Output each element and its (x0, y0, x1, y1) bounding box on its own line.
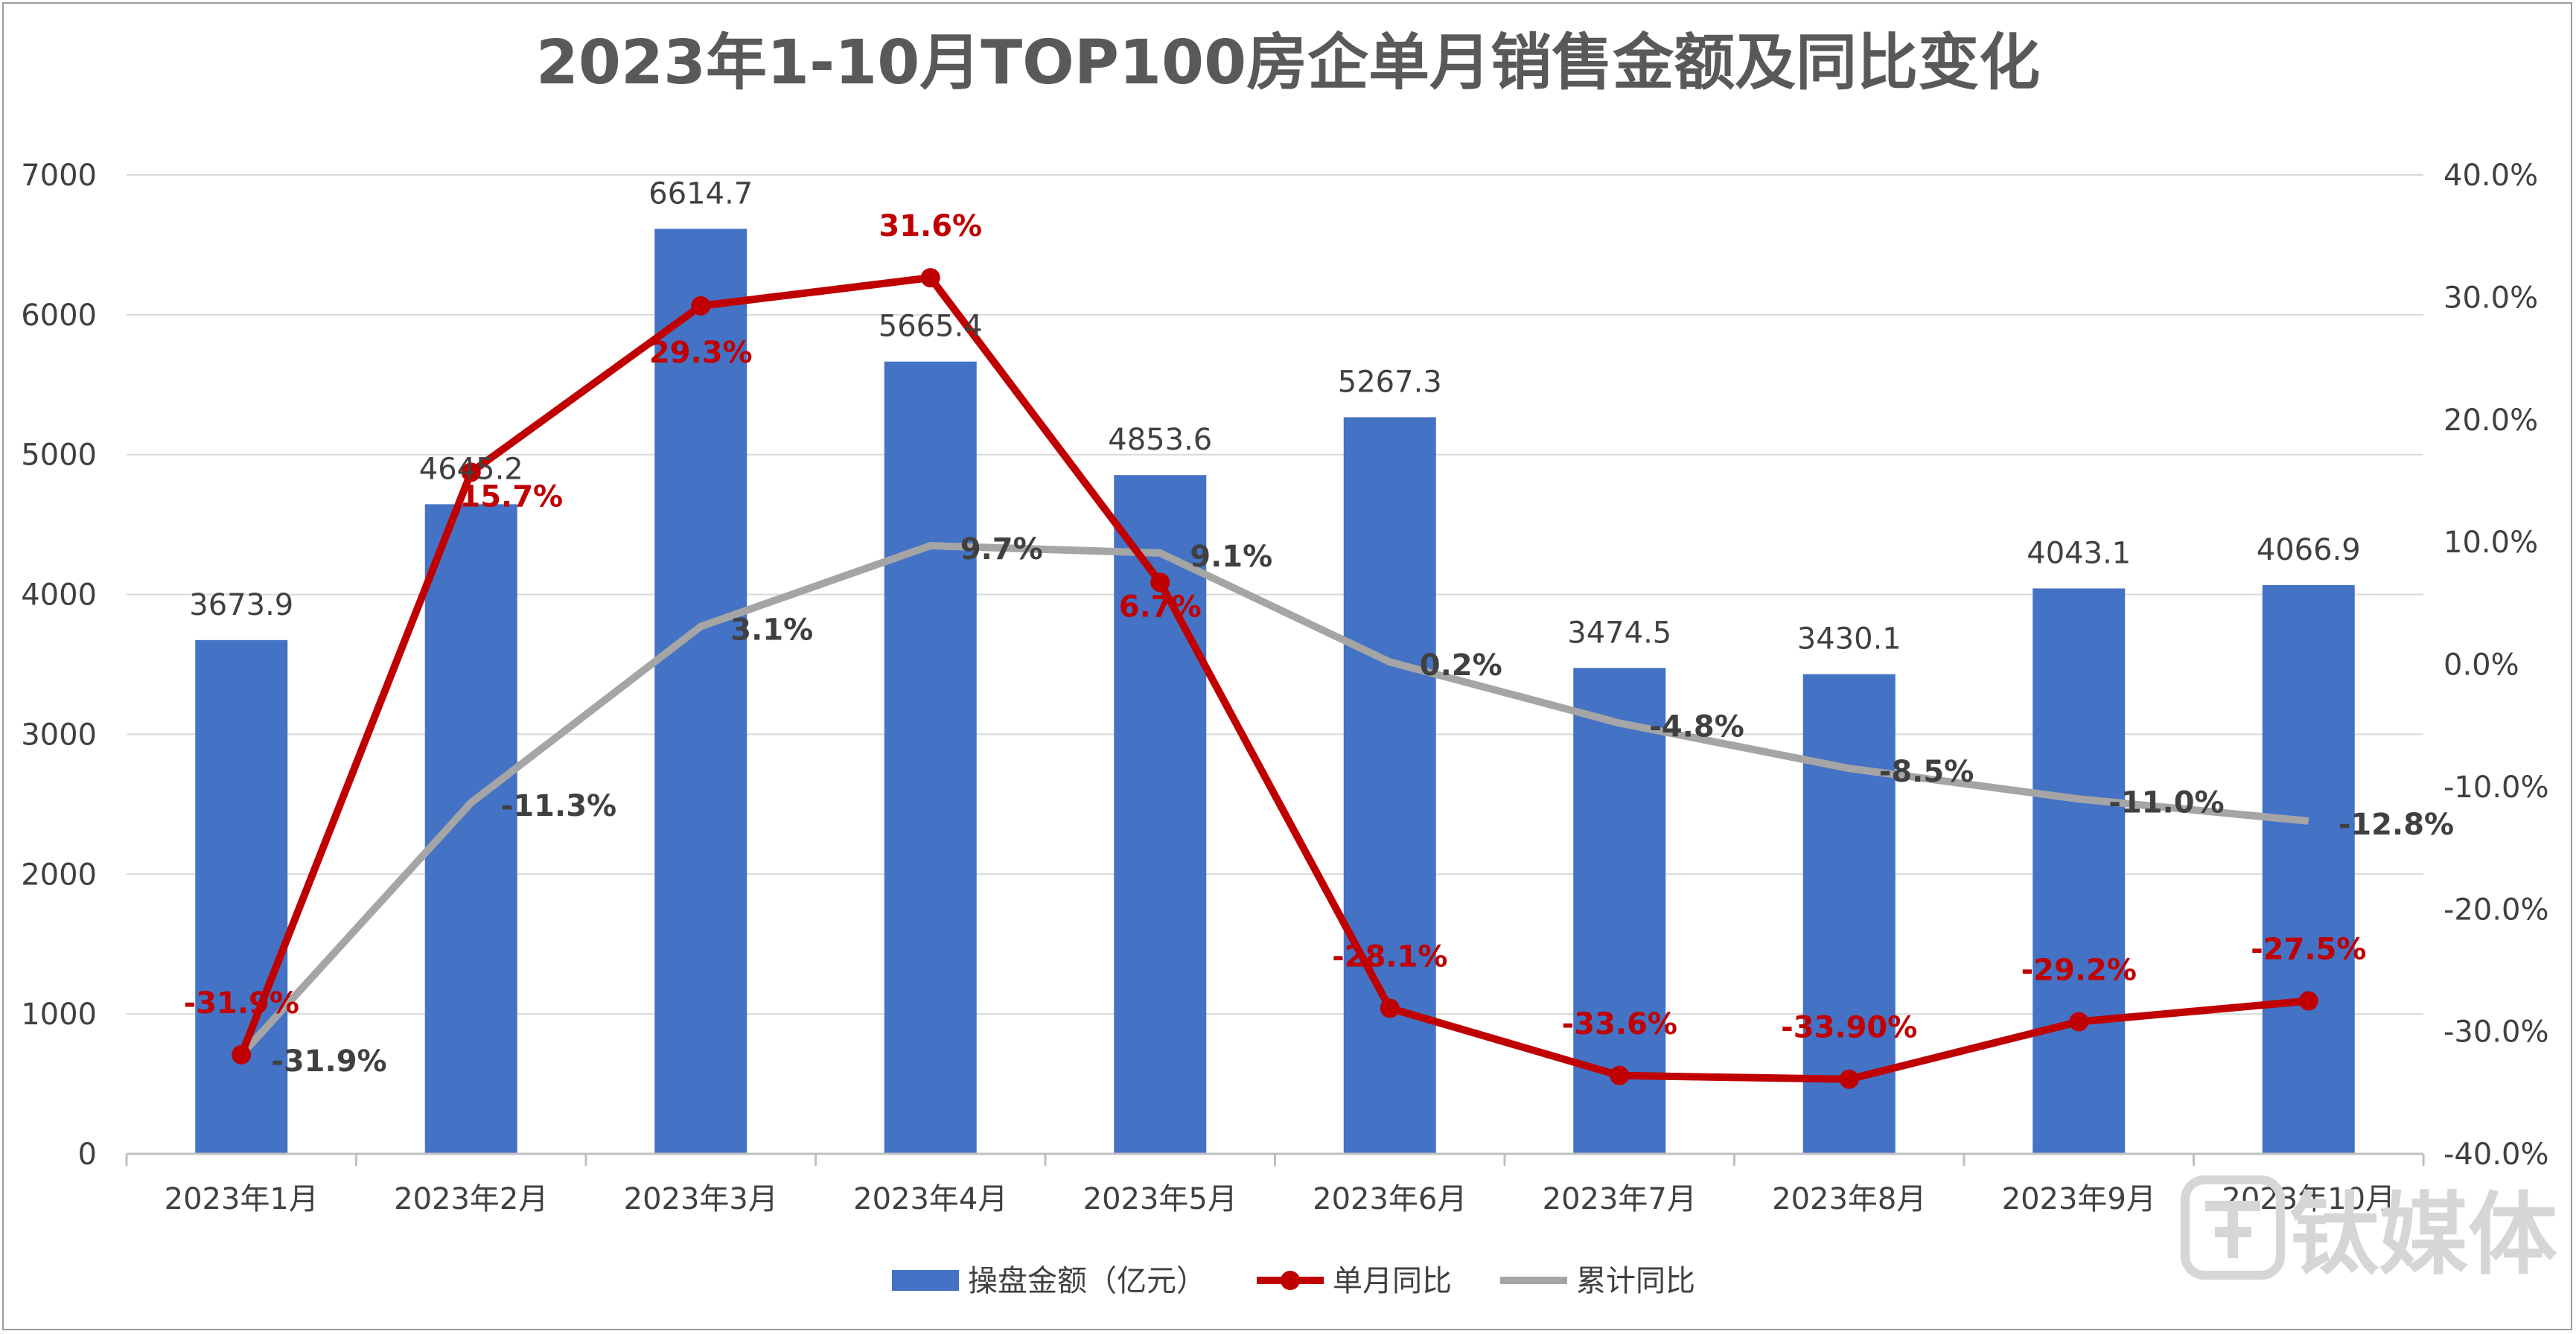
monthly-yoy-marker (1610, 1065, 1630, 1085)
monthly-yoy-marker (691, 296, 711, 316)
cumulative-yoy-line (238, 542, 2309, 1058)
monthly-yoy-label: 6.7% (1119, 590, 1202, 624)
cumulative-yoy-label: -4.8% (1649, 709, 1744, 744)
lines (232, 268, 2318, 1089)
monthly-yoy-marker (1839, 1069, 1859, 1089)
monthly-yoy-line (237, 274, 2309, 1083)
legend-swatch-bars (892, 1270, 959, 1291)
monthly-yoy-label: -27.5% (2251, 933, 2366, 967)
cumulative-yoy-label: 9.1% (1190, 540, 1272, 574)
monthly-yoy-marker (1380, 998, 1400, 1018)
y2-tick-label: -10.0% (2443, 770, 2549, 805)
monthly-yoy-marker (2069, 1012, 2089, 1032)
legend-marker-monthly (1281, 1271, 1300, 1290)
bar (1343, 417, 1436, 1154)
x-tick-label: 2023年1月 (165, 1182, 319, 1216)
x-tick-label: 2023年9月 (2002, 1182, 2156, 1216)
monthly-yoy-label: -33.90% (1781, 1011, 1917, 1045)
monthly-yoy-marker (232, 1044, 252, 1065)
monthly-yoy-label: 15.7% (459, 479, 563, 514)
monthly-yoy-marker (920, 268, 940, 288)
legend-label-monthly: 单月同比 (1333, 1264, 1452, 1298)
y-tick-label: 5000 (21, 438, 97, 473)
legend: 操盘金额（亿元） 单月同比 累计同比 (892, 1264, 1695, 1298)
y2-tick-label: -40.0% (2443, 1137, 2549, 1172)
cumulative-yoy-label: 0.2% (1420, 648, 1502, 683)
y-tick-label: 0 (78, 1137, 97, 1172)
bar-value-label: 3430.1 (1797, 622, 1901, 657)
x-tick-label: 2023年3月 (624, 1182, 778, 1216)
cumulative-yoy-label: -11.3% (501, 789, 616, 823)
y2-tick-label: 30.0% (2443, 281, 2538, 315)
data-labels: 3673.9 4645.2 6614.7 5665.4 4853.6 5267.3 3474… (184, 176, 2455, 1078)
y2-tick-label: 20.0% (2443, 403, 2538, 438)
cumulative-yoy-label: 9.7% (960, 532, 1043, 567)
bar (195, 639, 288, 1154)
cumulative-yoy-label: -11.0% (2108, 785, 2224, 820)
y-tick-label: 4000 (21, 578, 97, 613)
monthly-yoy-label: -28.1% (1332, 939, 1447, 974)
watermark: 钛媒体 (2181, 1175, 2557, 1287)
y2-tick-label: 10.0% (2443, 526, 2538, 560)
legend-label-bars: 操盘金额（亿元） (968, 1264, 1206, 1298)
y2-tick-label: -20.0% (2443, 893, 2549, 927)
y2-tick-label: 0.0% (2443, 648, 2519, 683)
bar (884, 361, 977, 1155)
bar-value-label: 6614.7 (648, 176, 753, 211)
bar-value-label: 4043.1 (2027, 536, 2131, 570)
tmt-logo-frame (2181, 1175, 2285, 1280)
monthly-yoy-label: 31.6% (879, 209, 982, 243)
monthly-yoy-label: 29.3% (649, 336, 753, 370)
legend-label-cumulative: 累计同比 (1576, 1264, 1695, 1298)
bar-value-label: 3474.5 (1567, 616, 1671, 650)
y-tick-label: 7000 (21, 159, 97, 193)
axes: 0 1000 2000 3000 4000 5000 6000 7000 -40.0% -30.0… (21, 159, 2548, 1216)
bar-value-label: 4066.9 (2257, 533, 2361, 567)
bar-value-label: 4645.2 (419, 452, 523, 486)
bar-value-label: 5267.3 (1338, 366, 1442, 400)
monthly-yoy-label: -33.6% (1562, 1007, 1677, 1041)
x-tick-label: 2023年6月 (1313, 1182, 1467, 1216)
bar (2033, 588, 2126, 1154)
tmt-logo-icon (2181, 1175, 2285, 1280)
monthly-yoy-marker (461, 462, 481, 482)
cumulative-yoy-label: 3.1% (730, 613, 813, 648)
y-tick-label: 3000 (21, 718, 97, 752)
y2-tick-label: 40.0% (2443, 159, 2538, 193)
bars (195, 229, 2355, 1155)
y-tick-label: 6000 (21, 299, 97, 333)
x-tick-label: 2023年2月 (394, 1182, 548, 1216)
y2-tick-label: -30.0% (2443, 1015, 2549, 1050)
bar (424, 504, 517, 1154)
bar-value-label: 5665.4 (879, 310, 983, 344)
x-tick-label: 2023年4月 (853, 1182, 1007, 1216)
monthly-yoy-marker (1150, 572, 1170, 593)
y-tick-label: 1000 (21, 998, 97, 1032)
monthly-yoy-label: -31.9% (184, 986, 299, 1021)
cumulative-yoy-label: -31.9% (271, 1044, 386, 1079)
tmt-logo-glyph (2205, 1201, 2260, 1258)
x-tick-label: 2023年5月 (1083, 1182, 1237, 1216)
x-tick-label: 2023年8月 (1772, 1182, 1926, 1216)
cumulative-yoy-label: -8.5% (1879, 755, 1974, 789)
bar (654, 229, 747, 1154)
monthly-yoy-label: -29.2% (2021, 953, 2137, 987)
bar-value-label: 3673.9 (189, 588, 293, 622)
bar-value-label: 4853.6 (1108, 423, 1212, 457)
monthly-yoy-marker (2298, 991, 2318, 1011)
bar (2262, 585, 2355, 1154)
cumulative-yoy-label: -12.8% (2339, 808, 2454, 842)
chart-title: 2023年1-10月TOP100房企单月销售金额及同比变化 (536, 28, 2040, 98)
x-tick-label: 2023年7月 (1543, 1182, 1697, 1216)
y-tick-label: 2000 (21, 858, 97, 892)
watermark-text: 钛媒体 (2289, 1184, 2557, 1287)
